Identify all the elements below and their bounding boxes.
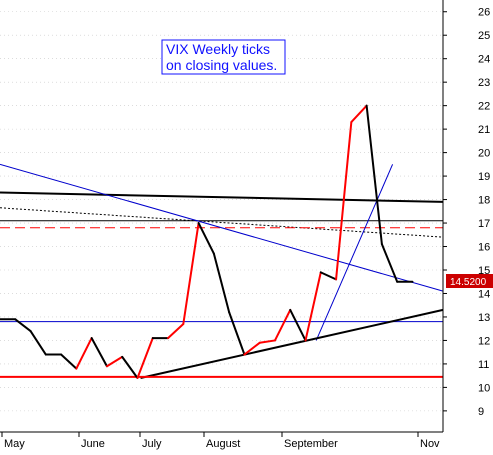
y-tick-label: 26 <box>478 7 490 19</box>
trendline <box>0 207 444 238</box>
x-tick-label: September <box>284 438 338 450</box>
y-tick-label: 24 <box>478 54 490 66</box>
annotation-frame <box>161 39 286 75</box>
series-segment <box>121 355 139 379</box>
axis-layer <box>0 0 444 433</box>
series-segment <box>335 121 353 281</box>
trendline <box>0 191 444 203</box>
y-tick-label: 21 <box>478 124 490 136</box>
x-tick-label: May <box>4 438 25 450</box>
annotation-box: VIX Weekly ticks on closing values. <box>161 39 286 75</box>
annotation-line-1: VIX Weekly ticks <box>166 41 270 57</box>
grid-layer <box>0 11 447 412</box>
series-layer <box>0 104 414 379</box>
series-segment <box>273 308 292 342</box>
y-tick-label: 23 <box>478 77 490 89</box>
y-tick-label: 12 <box>478 335 490 347</box>
y-tick-label: 9 <box>478 406 484 418</box>
series-segment <box>29 330 47 356</box>
y-tick-label: 22 <box>478 101 490 113</box>
series-segment <box>167 323 185 340</box>
series-segment <box>350 104 368 124</box>
series-segment <box>136 337 154 379</box>
annotation-line-2: on closing values. <box>166 57 277 73</box>
series-segment <box>182 222 200 325</box>
series-segment <box>380 243 399 283</box>
y-tick-label: 17 <box>478 218 490 230</box>
series-segment <box>105 355 124 368</box>
series-segment <box>319 271 338 281</box>
y-tick-label: 19 <box>478 171 490 183</box>
last-price-label: 14.5200 <box>446 274 493 288</box>
x-tick-label: Nov <box>420 438 440 450</box>
series-segment <box>14 318 32 333</box>
series-segment <box>258 339 276 344</box>
trendline <box>315 164 394 341</box>
x-tick-label: August <box>206 438 240 450</box>
x-tick-label: June <box>81 438 105 450</box>
y-tick-label: 13 <box>478 312 490 324</box>
y-tick-label: 14 <box>478 288 490 300</box>
x-tick-labels: May June July August September Nov <box>1 432 440 450</box>
y-tick-label: 18 <box>478 195 490 207</box>
y-tick-label: 25 <box>478 30 490 42</box>
series-segment <box>90 337 108 368</box>
series-segment <box>60 353 78 370</box>
trendline <box>0 163 444 292</box>
series-segment <box>212 252 231 314</box>
trendlines-layer <box>0 163 444 379</box>
y-tick-label: 10 <box>478 382 490 394</box>
series-segment <box>228 311 246 356</box>
y-tick-label: 16 <box>478 242 490 254</box>
last-price-badge <box>446 274 493 288</box>
y-tick-label: 20 <box>478 148 490 160</box>
series-segment <box>304 271 322 342</box>
series-segment <box>197 222 215 255</box>
series-segment <box>289 308 307 342</box>
series-segment <box>365 104 383 246</box>
y-tick-label: 11 <box>478 359 489 371</box>
trendline <box>140 308 444 379</box>
last-price-text: 14.5200 <box>450 277 487 288</box>
series-segment <box>243 341 261 356</box>
series-segment <box>75 337 93 370</box>
x-tick-label: July <box>142 438 162 450</box>
